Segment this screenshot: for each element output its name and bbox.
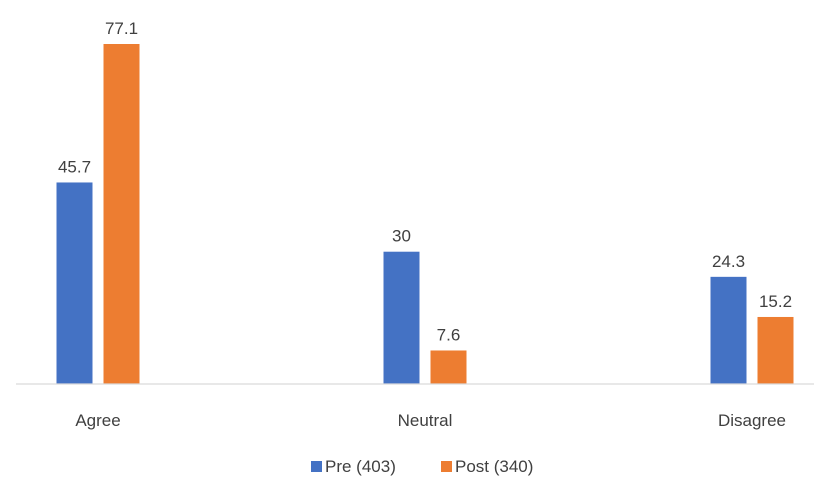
category-label-disagree: Disagree (718, 411, 786, 430)
bar-disagree-series-0 (710, 276, 747, 384)
category-labels: Agree Neutral Disagree (75, 411, 786, 430)
plot-area: 45.7 77.1 30 7.6 24.3 15.2 (56, 19, 794, 384)
category-label-agree: Agree (75, 411, 120, 430)
legend-label-series-0: Pre (403) (325, 457, 396, 476)
bar-agree-series-0 (56, 182, 93, 384)
bar-agree-series-1 (103, 44, 140, 384)
data-label-neutral-series-0: 30 (392, 227, 411, 246)
category-label-neutral: Neutral (398, 411, 453, 430)
legend: Pre (403) Post (340) (311, 457, 533, 476)
bar-neutral-series-0 (383, 251, 420, 384)
bar-neutral-series-1 (430, 350, 467, 384)
legend-swatch-series-1 (441, 461, 452, 472)
data-label-disagree-series-1: 15.2 (759, 292, 792, 311)
data-label-agree-series-0: 45.7 (58, 157, 91, 176)
data-label-neutral-series-1: 7.6 (437, 325, 461, 344)
legend-label-series-1: Post (340) (455, 457, 533, 476)
data-label-agree-series-1: 77.1 (105, 19, 138, 38)
data-label-disagree-series-0: 24.3 (712, 252, 745, 271)
legend-swatch-series-0 (311, 461, 322, 472)
bar-disagree-series-1 (757, 316, 794, 384)
